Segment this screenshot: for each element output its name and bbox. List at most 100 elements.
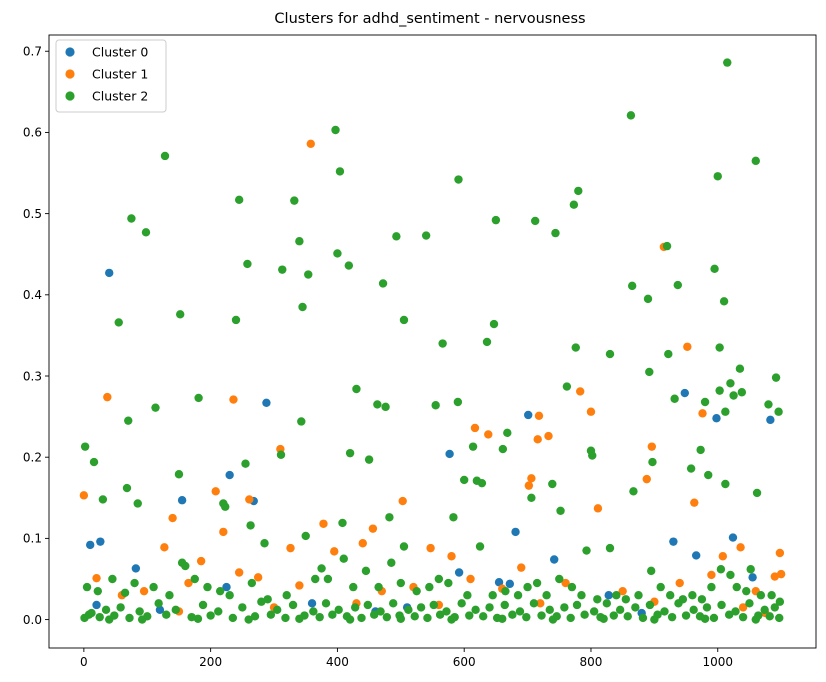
data-point bbox=[392, 232, 401, 241]
data-point bbox=[574, 186, 583, 196]
data-point bbox=[364, 455, 374, 464]
data-point bbox=[716, 565, 726, 574]
data-point bbox=[697, 595, 707, 604]
data-point bbox=[764, 400, 773, 409]
data-point bbox=[605, 349, 615, 359]
data-point bbox=[498, 444, 508, 454]
data-point bbox=[545, 605, 554, 615]
data-point bbox=[160, 543, 169, 552]
data-point bbox=[673, 280, 683, 290]
data-point bbox=[709, 613, 719, 623]
data-point bbox=[735, 364, 745, 373]
data-point bbox=[737, 388, 747, 397]
data-point bbox=[562, 382, 572, 391]
data-point bbox=[108, 574, 117, 584]
points-layer bbox=[79, 58, 786, 624]
data-point bbox=[276, 450, 286, 459]
data-point bbox=[315, 612, 324, 622]
data-point bbox=[567, 582, 577, 592]
data-point bbox=[524, 481, 534, 490]
data-point bbox=[524, 410, 533, 420]
data-point bbox=[556, 506, 565, 515]
data-point bbox=[489, 319, 499, 329]
data-point bbox=[537, 611, 546, 620]
data-point bbox=[688, 591, 697, 600]
data-point bbox=[447, 552, 456, 561]
data-point bbox=[363, 600, 373, 610]
data-point bbox=[704, 470, 713, 480]
data-point bbox=[465, 611, 474, 620]
x-tick-label: 600 bbox=[453, 655, 476, 669]
data-point bbox=[643, 294, 653, 304]
data-point bbox=[127, 214, 136, 223]
data-point bbox=[137, 615, 147, 624]
data-point bbox=[631, 603, 640, 612]
data-point bbox=[114, 318, 123, 327]
data-point bbox=[438, 339, 447, 348]
data-point bbox=[219, 499, 228, 508]
data-point bbox=[429, 600, 438, 610]
data-point bbox=[503, 428, 512, 438]
data-point bbox=[696, 445, 705, 455]
data-point bbox=[650, 615, 659, 624]
data-point bbox=[193, 614, 203, 623]
data-point bbox=[162, 610, 171, 619]
data-point bbox=[715, 386, 724, 395]
data-point bbox=[378, 279, 388, 288]
data-point bbox=[765, 612, 774, 621]
data-point bbox=[171, 605, 180, 615]
legend-marker bbox=[65, 91, 75, 101]
data-point bbox=[536, 599, 545, 608]
data-point bbox=[396, 578, 406, 588]
data-point bbox=[710, 264, 719, 274]
data-point bbox=[331, 125, 340, 135]
data-point bbox=[498, 614, 507, 623]
data-point bbox=[500, 600, 509, 610]
data-point bbox=[260, 539, 269, 548]
data-point bbox=[198, 600, 208, 610]
data-point bbox=[135, 607, 144, 616]
data-point bbox=[345, 615, 355, 624]
data-point bbox=[586, 407, 596, 416]
data-point bbox=[751, 615, 760, 624]
data-point bbox=[211, 487, 220, 496]
data-point bbox=[396, 614, 406, 623]
y-tick-label: 0.2 bbox=[23, 450, 42, 464]
data-point bbox=[298, 302, 307, 312]
x-tick-label: 200 bbox=[199, 655, 222, 669]
data-point bbox=[174, 470, 184, 479]
data-point bbox=[664, 349, 673, 359]
data-point bbox=[723, 58, 732, 67]
data-point bbox=[445, 449, 454, 459]
data-point bbox=[566, 613, 575, 623]
data-point bbox=[442, 607, 451, 616]
y-tick-label: 0.5 bbox=[23, 207, 42, 221]
data-point bbox=[281, 613, 290, 623]
data-point bbox=[513, 591, 523, 600]
data-point bbox=[399, 542, 409, 551]
data-point bbox=[582, 546, 591, 555]
data-point bbox=[712, 414, 721, 423]
data-point bbox=[84, 610, 94, 619]
data-point bbox=[319, 519, 328, 528]
data-point bbox=[125, 613, 134, 623]
data-point bbox=[588, 451, 597, 460]
data-point bbox=[529, 599, 539, 608]
data-point bbox=[184, 578, 193, 588]
data-point bbox=[738, 603, 748, 612]
data-point bbox=[323, 574, 333, 584]
data-point bbox=[742, 586, 751, 596]
data-point bbox=[542, 591, 551, 600]
data-point bbox=[215, 586, 225, 596]
data-point bbox=[116, 603, 125, 612]
data-point bbox=[715, 343, 724, 352]
data-point bbox=[482, 337, 492, 347]
data-point bbox=[604, 591, 613, 600]
data-point bbox=[374, 582, 383, 592]
x-tick-label: 400 bbox=[326, 655, 349, 669]
data-point bbox=[669, 537, 678, 546]
data-point bbox=[190, 574, 199, 584]
data-point bbox=[533, 435, 542, 444]
data-point bbox=[623, 612, 632, 621]
